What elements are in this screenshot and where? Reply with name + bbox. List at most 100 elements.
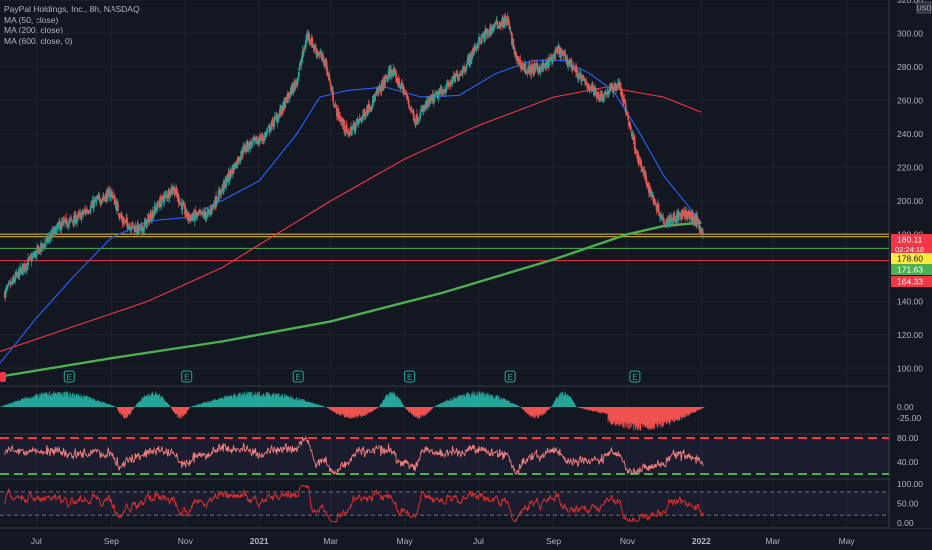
candle-body	[385, 76, 387, 78]
candle-body	[140, 224, 143, 231]
candle-body	[37, 245, 40, 249]
candle-body	[21, 266, 24, 275]
candle-body	[318, 54, 321, 55]
candle-body	[297, 72, 300, 77]
candle-body	[293, 81, 296, 84]
y-tick-label: 140.00	[897, 296, 923, 306]
candle-body	[4, 289, 7, 298]
candle-body	[651, 195, 654, 198]
candle-body	[108, 190, 111, 198]
candle-body	[348, 135, 351, 137]
candle-body	[361, 116, 363, 121]
candle-body	[126, 217, 128, 224]
candle-body	[378, 85, 381, 88]
candle-body	[281, 105, 283, 111]
candle-body	[204, 210, 207, 215]
candle-body	[266, 131, 269, 133]
candle-body	[242, 146, 245, 155]
candle-body	[78, 212, 81, 217]
candle-body	[624, 102, 627, 113]
candle-body	[451, 76, 454, 84]
candle-body	[547, 58, 550, 68]
candle-body	[359, 117, 362, 120]
candle-body	[662, 217, 665, 223]
candle-body	[250, 142, 252, 145]
candle-body	[686, 211, 688, 218]
x-tick-label: Sep	[104, 536, 119, 546]
candle-body	[513, 47, 516, 55]
candle-body	[332, 102, 335, 105]
candle-body	[528, 65, 531, 73]
candle-body	[496, 20, 498, 25]
candle-body	[380, 83, 383, 92]
candle-body	[361, 115, 364, 118]
candle-body	[534, 63, 537, 65]
candle-body	[162, 200, 165, 203]
candle-body	[480, 34, 483, 44]
candle-body	[589, 89, 592, 91]
candle-body	[472, 51, 475, 53]
candle-body	[237, 158, 240, 162]
candle-body	[107, 188, 110, 191]
candle-body	[115, 202, 118, 211]
candle-body	[168, 189, 170, 198]
candle-body	[358, 118, 361, 121]
candle-body	[138, 227, 141, 231]
candle-body	[294, 82, 297, 89]
candle-body	[124, 220, 126, 222]
candle-body	[427, 99, 429, 107]
candle-body	[55, 227, 58, 234]
candle-body	[149, 213, 152, 221]
candle-body	[514, 51, 517, 56]
candle-body	[298, 66, 301, 72]
candle-body	[567, 61, 570, 67]
candle-body	[83, 210, 86, 212]
candle-body	[341, 119, 343, 122]
candle-body	[454, 76, 457, 82]
time-axis-bg	[0, 529, 932, 550]
candle-body	[157, 204, 160, 206]
candle-body	[639, 159, 642, 161]
candle-body	[608, 88, 611, 94]
candle-body	[146, 218, 149, 219]
candle-body	[345, 124, 348, 133]
candle-body	[536, 68, 539, 70]
candle-body	[601, 94, 604, 101]
candle-body	[59, 223, 62, 231]
candle-body	[344, 130, 347, 133]
candle-body	[478, 37, 481, 39]
candle-body	[106, 190, 109, 202]
candle-body	[635, 150, 638, 154]
candle-body	[306, 33, 309, 39]
candle-body	[595, 88, 597, 94]
candle-body	[251, 141, 254, 145]
x-tick-label: Sep	[546, 536, 561, 546]
candle-body	[157, 203, 159, 205]
candle-body	[401, 82, 404, 88]
candle-body	[370, 107, 373, 109]
candle-body	[354, 129, 356, 133]
candle-body	[495, 19, 498, 22]
candle-body	[603, 93, 606, 98]
candle-body	[281, 110, 284, 112]
candle-body	[199, 210, 202, 213]
candle-body	[211, 205, 214, 211]
candle-body	[267, 126, 270, 128]
series-line	[0, 221, 702, 378]
candle-body	[509, 27, 511, 30]
candle-body	[531, 64, 534, 72]
candle-body	[337, 111, 340, 120]
y-tick-label: 240.00	[897, 129, 923, 139]
candle-body	[680, 211, 683, 220]
candle-body	[116, 202, 119, 204]
candle-body	[127, 225, 130, 229]
earnings-marker-label: E	[67, 373, 72, 382]
candle-body	[422, 108, 425, 113]
candle-body	[12, 280, 15, 282]
candle-body	[512, 38, 515, 47]
candle-body	[44, 243, 47, 246]
candle-body	[650, 189, 653, 196]
candle-body	[146, 219, 148, 228]
